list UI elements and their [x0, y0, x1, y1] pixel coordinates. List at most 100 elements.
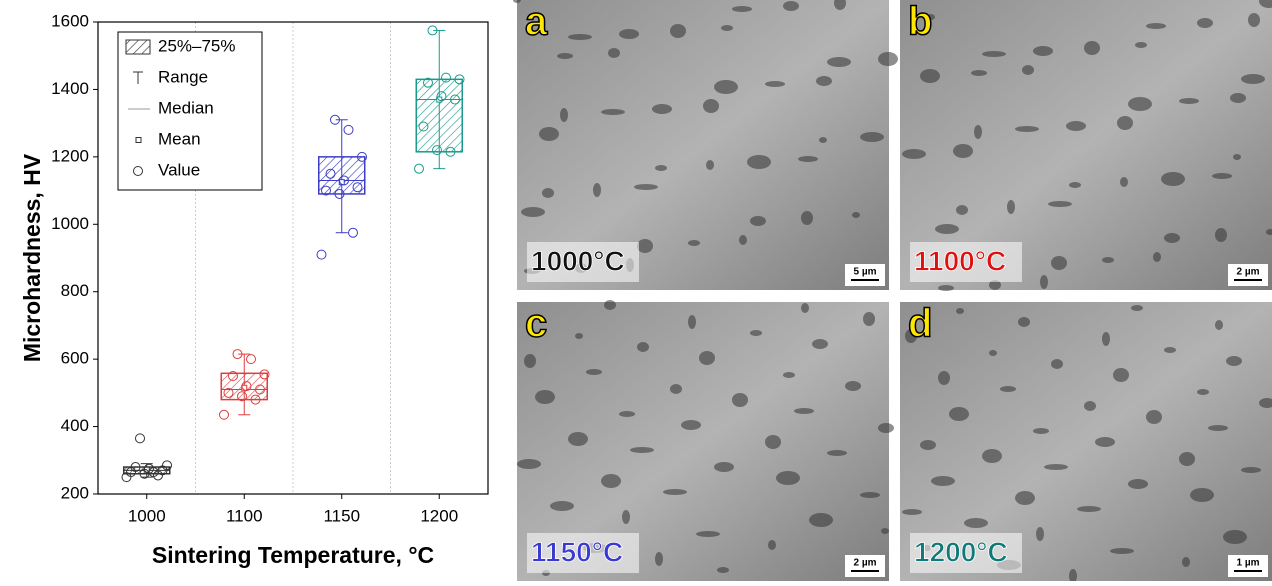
- grain-pore: [1215, 228, 1227, 242]
- grain-pore: [816, 76, 832, 86]
- grain-pore: [1197, 389, 1209, 395]
- grain-pore: [1044, 464, 1068, 470]
- grain-pore: [1131, 305, 1143, 311]
- grain-pore: [703, 99, 719, 113]
- grain-pore: [776, 471, 800, 485]
- grain-pore: [935, 224, 959, 234]
- grain-pore: [1161, 172, 1185, 186]
- grain-pore: [1248, 13, 1260, 27]
- temperature-label: 1100°C: [914, 245, 1006, 276]
- grain-pore: [1190, 488, 1214, 502]
- data-point: [317, 250, 326, 259]
- grain-pore: [1117, 116, 1133, 130]
- grain-pore: [1069, 182, 1081, 188]
- grain-pore: [637, 239, 653, 253]
- grain-pore: [601, 109, 625, 115]
- grain-pore: [714, 80, 738, 94]
- grain-pore: [1135, 42, 1147, 48]
- scale-label: 2 µm: [1237, 267, 1260, 278]
- grain-pore: [750, 330, 762, 336]
- x-tick-label: 1200: [420, 506, 458, 525]
- temperature-label: 1150°C: [531, 536, 623, 567]
- grain-pore: [783, 372, 795, 378]
- panel-letter: d: [908, 302, 932, 346]
- scale-label: 5 µm: [854, 267, 877, 278]
- panel-letter: a: [525, 0, 548, 44]
- grain-pore: [688, 315, 696, 329]
- legend-label: Range: [158, 67, 208, 86]
- grain-pore: [989, 350, 997, 356]
- grain-pore: [619, 29, 639, 39]
- grain-pore: [517, 459, 541, 469]
- grain-pore: [809, 513, 833, 527]
- grain-pore: [819, 137, 827, 143]
- grain-pore: [575, 333, 583, 339]
- grain-pore: [1233, 154, 1241, 160]
- grain-pore: [542, 188, 554, 198]
- grain-pore: [593, 183, 601, 197]
- grain-pore: [827, 450, 847, 456]
- grain-pore: [1015, 126, 1039, 132]
- grain-pore: [902, 509, 922, 515]
- grain-pore: [1164, 233, 1180, 243]
- grain-pore: [1179, 98, 1199, 104]
- grain-pore: [881, 528, 889, 534]
- grain-pore: [1212, 173, 1232, 179]
- grain-pore: [681, 420, 701, 430]
- grain-pore: [1146, 410, 1162, 424]
- grain-pore: [1120, 177, 1128, 187]
- grain-pore: [521, 207, 545, 217]
- grain-pore: [768, 540, 776, 550]
- y-tick-label: 1200: [51, 146, 89, 165]
- grain-pore: [747, 155, 771, 169]
- grain-pore: [1022, 65, 1034, 75]
- grain-pore: [1066, 121, 1086, 131]
- grain-pore: [539, 127, 559, 141]
- grain-pore: [568, 34, 592, 40]
- grain-pore: [550, 501, 574, 511]
- panel-letter: b: [908, 0, 932, 44]
- grain-pore: [732, 6, 752, 12]
- grain-pore: [560, 108, 568, 122]
- x-tick-label: 1000: [128, 506, 166, 525]
- temperature-label: 1200°C: [914, 536, 1008, 567]
- grain-pore: [1226, 356, 1242, 366]
- grain-pore: [1179, 452, 1195, 466]
- grain-pore: [931, 476, 955, 486]
- grain-pore: [1095, 437, 1115, 447]
- grain-pore: [568, 432, 588, 446]
- grain-pore: [714, 462, 734, 472]
- y-tick-label: 600: [61, 349, 89, 368]
- grain-pore: [1040, 275, 1048, 289]
- grain-pore: [663, 489, 687, 495]
- grain-pore: [1051, 359, 1063, 369]
- y-tick-label: 1400: [51, 79, 89, 98]
- grain-pore: [721, 25, 733, 31]
- legend-label: Value: [158, 160, 200, 179]
- grain-pore: [794, 408, 814, 414]
- grain-pore: [535, 390, 555, 404]
- data-point: [415, 164, 424, 173]
- grain-pore: [637, 342, 649, 352]
- grain-pore: [619, 411, 635, 417]
- legend-label: 25%–75%: [158, 36, 236, 55]
- grain-pore: [652, 104, 672, 114]
- panel-letter: c: [525, 302, 547, 346]
- grain-pore: [1018, 317, 1030, 327]
- grain-pore: [827, 57, 851, 67]
- y-tick-label: 1000: [51, 214, 89, 233]
- grain-pore: [920, 69, 940, 83]
- legend-label: Median: [158, 98, 214, 117]
- x-axis-title: Sintering Temperature, °C: [152, 542, 434, 568]
- box: [416, 79, 462, 151]
- grain-pore: [956, 308, 964, 314]
- scale-label: 2 µm: [854, 558, 877, 569]
- grain-pore: [1033, 428, 1049, 434]
- y-tick-label: 1600: [51, 11, 89, 30]
- grain-pore: [1128, 97, 1152, 111]
- y-tick-label: 800: [61, 281, 89, 300]
- y-tick-label: 200: [61, 483, 89, 502]
- grain-pore: [696, 531, 720, 537]
- data-point: [220, 410, 229, 419]
- grain-pore: [1000, 386, 1016, 392]
